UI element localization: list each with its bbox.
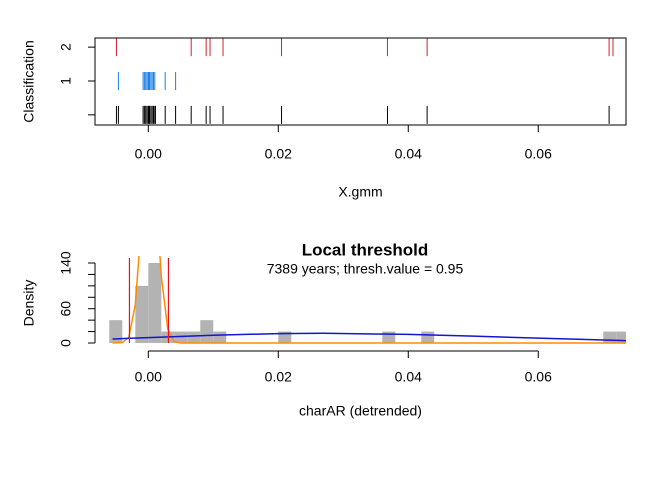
histogram-bar xyxy=(200,320,214,343)
x-tick-label: 0.00 xyxy=(135,369,162,385)
x-tick-label: 0.00 xyxy=(135,146,162,162)
x-tick-label: 0.06 xyxy=(525,146,552,162)
histogram-bar xyxy=(616,331,626,343)
x-tick-label: 0.04 xyxy=(395,146,422,162)
density-line xyxy=(112,332,626,342)
histogram-bar xyxy=(187,331,201,343)
x-tick-label: 0.02 xyxy=(265,369,292,385)
y-tick-label: 140 xyxy=(58,251,74,275)
histogram-bar xyxy=(174,331,188,343)
chart-title: Local threshold xyxy=(302,240,429,259)
y-axis-label: Classification xyxy=(21,40,37,122)
histogram-bar xyxy=(278,331,292,343)
x-tick-label: 0.06 xyxy=(525,369,552,385)
histogram-bar xyxy=(382,331,396,343)
y-tick-label: 0 xyxy=(58,339,74,347)
density-line xyxy=(112,256,626,344)
chart-subtitle: 7389 years; thresh.value = 0.95 xyxy=(267,261,464,277)
histogram-bar xyxy=(603,331,617,343)
histogram-bar xyxy=(421,331,435,343)
x-tick-label: 0.04 xyxy=(395,369,422,385)
plot-area xyxy=(109,256,626,344)
y-tick-label: 60 xyxy=(58,301,74,317)
histogram-bar xyxy=(148,263,162,343)
y-tick-label: 2 xyxy=(58,43,74,51)
x-axis-label: charAR (detrended) xyxy=(299,403,422,419)
plot-box xyxy=(94,37,627,126)
x-axis-label: X.gmm xyxy=(338,184,382,200)
histogram-bar xyxy=(213,331,227,343)
x-tick-label: 0.02 xyxy=(265,146,292,162)
histogram-bar xyxy=(109,320,123,343)
histogram-bar xyxy=(135,285,149,343)
y-axis-label: Density xyxy=(21,280,37,327)
y-tick-label: 1 xyxy=(58,77,74,85)
